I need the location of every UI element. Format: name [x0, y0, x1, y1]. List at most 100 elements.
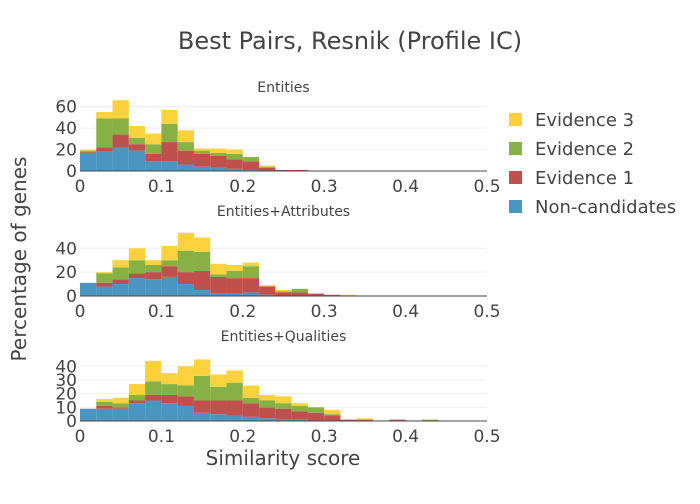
bar-segment	[112, 118, 129, 135]
bar-segment	[210, 274, 227, 277]
bar-segment	[128, 144, 146, 151]
bar-segment	[161, 142, 178, 162]
bar-segment	[210, 414, 227, 421]
bar-segment	[161, 403, 178, 421]
bar-segment	[210, 374, 227, 387]
chart-title: Best Pairs, Resnik (Profile IC)	[178, 27, 522, 55]
bar-segment	[291, 411, 308, 420]
legend-item[interactable]: Evidence 2	[509, 139, 634, 160]
bar-segment	[259, 167, 276, 171]
bar-segment	[96, 286, 113, 296]
bar-segment	[112, 407, 129, 409]
bar-segment	[145, 153, 162, 162]
bar-segment	[112, 397, 129, 404]
bar-segment	[242, 416, 260, 421]
bar-segment	[259, 395, 276, 401]
bar-segment	[307, 293, 325, 296]
bar-segment	[421, 419, 439, 421]
bar-segment	[324, 414, 341, 416]
legend-swatch	[509, 142, 522, 155]
bar-segment	[193, 270, 211, 291]
legend: Evidence 3 Evidence 2 Evidence 1 Non-can…	[509, 110, 676, 218]
bar-segment	[145, 144, 162, 154]
bar-segment	[145, 272, 162, 280]
bar-segment	[291, 169, 308, 171]
bar-segment	[226, 415, 243, 421]
bar-segment	[193, 290, 211, 296]
y-tick-label: 10	[55, 398, 77, 418]
bar-segment	[291, 292, 308, 296]
y-tick-label: 0	[66, 162, 77, 182]
bar-segment	[161, 245, 178, 261]
bar-segment	[96, 112, 113, 119]
bar-segment	[80, 282, 97, 296]
bar-segment	[193, 359, 211, 376]
bar-segment	[210, 152, 227, 156]
bar-segment	[193, 148, 211, 151]
bar-segment	[145, 161, 162, 171]
legend-label: Evidence 1	[535, 168, 634, 189]
bar-segment	[96, 118, 113, 148]
x-tick-label: 0.4	[392, 427, 419, 447]
bar-segment	[259, 400, 276, 408]
bar-segment	[145, 279, 162, 296]
bar-segment	[324, 410, 341, 415]
legend-swatch	[509, 200, 522, 213]
bar-segment	[324, 415, 341, 421]
x-tick-label: 0.2	[229, 302, 256, 322]
bar-segment	[112, 267, 129, 280]
bar-segment	[80, 151, 97, 153]
y-tick-label: 40	[55, 357, 77, 377]
legend-label: Non-candidates	[535, 197, 676, 218]
bar-segment	[161, 123, 178, 143]
legend-label: Evidence 2	[535, 139, 634, 160]
bar-segment	[242, 278, 260, 293]
bar-segment	[112, 284, 129, 296]
legend-item[interactable]: Evidence 1	[509, 168, 634, 189]
x-tick-label: 0.5	[473, 177, 500, 197]
bar-segment	[177, 405, 194, 421]
bar-segment	[177, 150, 194, 165]
y-tick-label: 0	[66, 412, 77, 432]
bar-segment	[242, 157, 260, 162]
bar-segment	[112, 279, 129, 285]
bar-segment	[193, 166, 211, 171]
bar-segment	[128, 273, 146, 279]
bar-segment	[210, 263, 227, 275]
x-tick-label: 0.5	[473, 302, 500, 322]
bar-segment	[193, 400, 211, 413]
legend-swatch	[509, 171, 522, 184]
subplot-title: Entities+Qualities	[221, 329, 347, 345]
y-tick-label: 40	[55, 239, 77, 259]
bar-segment	[226, 278, 243, 294]
bar-segment	[128, 126, 146, 138]
bar-segment	[291, 405, 308, 412]
bar-segment	[96, 399, 113, 402]
x-tick-label: 0.1	[148, 177, 175, 197]
bar-segment	[112, 147, 129, 171]
bar-segment	[177, 366, 194, 386]
bar-segment	[80, 152, 97, 171]
bar-segment	[210, 293, 227, 296]
legend-item[interactable]: Non-candidates	[509, 197, 676, 218]
bar-segment	[226, 382, 243, 401]
bar-segment	[210, 167, 227, 171]
x-tick-label: 0	[75, 427, 86, 447]
y-tick-label: 30	[55, 371, 77, 391]
bar-segment	[193, 150, 211, 154]
bar-segment	[356, 419, 374, 421]
bar-segment	[161, 276, 178, 296]
x-tick-label: 0.2	[229, 177, 256, 197]
subplot: Entities+Attributes 0 20 40 0 0.1 0.2 0.3 0.4 0.5	[55, 204, 500, 322]
bar-segment	[259, 407, 276, 419]
legend-label: Evidence 3	[535, 110, 634, 131]
legend-item[interactable]: Evidence 3	[509, 110, 634, 131]
bar-segment	[145, 133, 162, 145]
x-axis-label: Similarity score	[206, 446, 361, 470]
bar-segment	[128, 384, 146, 396]
bar-segment	[340, 294, 357, 296]
bar-segment	[307, 412, 325, 421]
bar-segment	[259, 166, 276, 168]
bar-segment	[275, 169, 292, 171]
